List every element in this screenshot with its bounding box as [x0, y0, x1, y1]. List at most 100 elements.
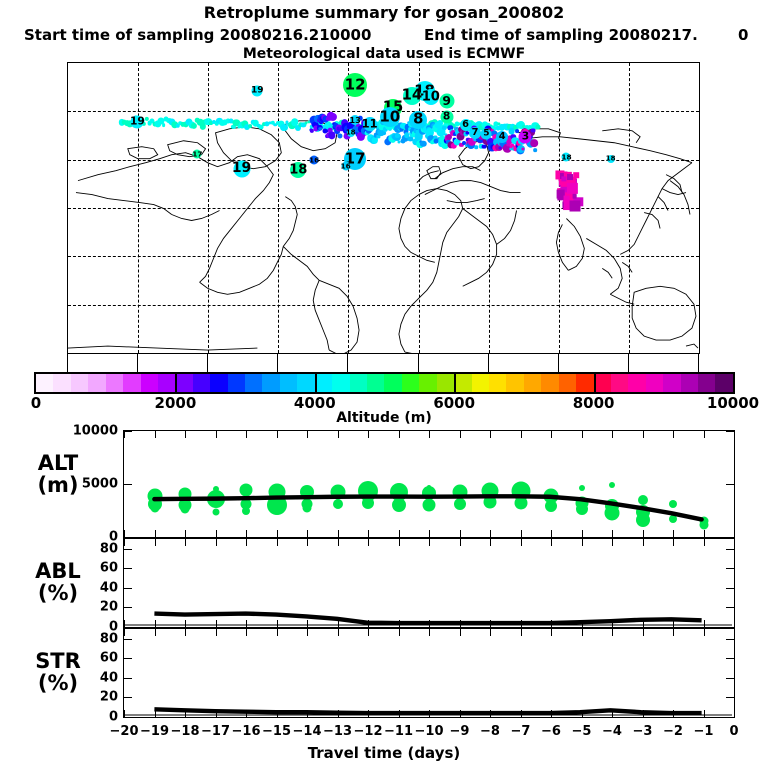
- plume-dot: [376, 134, 380, 139]
- plume-dot: [397, 140, 401, 144]
- colorbar-upper-tick: [417, 354, 419, 372]
- colorbar-swatch: [105, 374, 124, 392]
- alt-bubble: [240, 498, 252, 510]
- plume-dot: [309, 129, 314, 134]
- world-map-panel[interactable]: 1919181918151717161214109108811136754318…: [67, 62, 700, 354]
- alt-bubble: [635, 513, 650, 528]
- plume-dot: [371, 137, 379, 144]
- x-tick: [520, 539, 522, 546]
- x-tick: [154, 620, 156, 627]
- alt-plot-panel[interactable]: 0 5000 10000: [73, 424, 735, 545]
- colorbar-upper-tick: [67, 354, 68, 372]
- y-tick-label: 80: [99, 541, 118, 557]
- plume-dot: [309, 124, 314, 130]
- plume-dot: [511, 137, 519, 145]
- x-tick: [124, 620, 125, 627]
- plume-dot: [441, 125, 447, 131]
- x-axis-tick-label: −6: [541, 724, 561, 739]
- plume-dot: [294, 125, 301, 132]
- plume-dot: [420, 140, 427, 147]
- plume-day-marker: [606, 154, 615, 163]
- x-tick: [703, 620, 705, 627]
- x-tick: [246, 620, 247, 627]
- plume-dot: [436, 127, 446, 137]
- colorbar-swatch: [541, 374, 559, 392]
- x-tick: [276, 539, 278, 546]
- x-tick: [490, 539, 491, 546]
- plume-dot: [307, 120, 311, 124]
- release-point-marker: [569, 200, 581, 212]
- y-tick: [124, 677, 132, 679]
- plume-day-label: 19: [129, 115, 145, 129]
- plume-dot: [178, 121, 183, 126]
- x-tick: [215, 539, 217, 546]
- plume-dot: [523, 124, 530, 131]
- x-tick: [307, 620, 308, 627]
- y-tick: [124, 568, 132, 570]
- plume-dot: [170, 121, 179, 129]
- plume-dot: [313, 125, 319, 132]
- page-title: Retroplume summary for gosan_200802: [203, 3, 565, 22]
- y-tick-label: 0: [108, 529, 118, 545]
- plume-dot: [414, 132, 424, 141]
- x-tick: [673, 431, 674, 438]
- alt-mean-line: [152, 494, 704, 522]
- colorbar-swatch: [471, 374, 489, 392]
- x-tick: [368, 530, 369, 537]
- x-axis-tick-label: −1: [693, 724, 714, 739]
- x-tick: [124, 530, 125, 537]
- colorbar-swatch: [436, 374, 455, 392]
- map-gridline-lat: [68, 159, 699, 161]
- plume-dot: [377, 128, 385, 137]
- plume-day-marker: [233, 160, 251, 178]
- plume-day-marker: [350, 114, 361, 125]
- y-tick: [726, 587, 734, 589]
- release-point-marker: [556, 189, 565, 199]
- plume-dot: [474, 145, 478, 149]
- plume-day-label: 19: [231, 159, 252, 176]
- plume-dot: [486, 137, 495, 146]
- x-tick: [429, 539, 430, 546]
- x-tick: [612, 530, 613, 537]
- x-axis-tick-label: −13: [323, 724, 352, 739]
- colorbar-upper-tick: [207, 354, 209, 372]
- plume-day-marker: [346, 129, 355, 138]
- x-tick: [673, 629, 674, 636]
- abl-plot-panel[interactable]: 0 20 40 60 80: [100, 538, 735, 635]
- abl-label-line2: (%): [37, 581, 79, 606]
- release-point-marker: [563, 195, 571, 203]
- plume-dot: [352, 125, 360, 133]
- colorbar-swatch: [419, 374, 437, 392]
- x-tick: [398, 539, 400, 546]
- x-tick: [703, 629, 705, 636]
- plume-dot: [462, 141, 466, 146]
- colorbar-upper-tick: [277, 354, 279, 372]
- colorbar-swatch: [245, 374, 263, 392]
- plume-dot: [415, 129, 421, 134]
- alt-bubble: [332, 499, 343, 510]
- release-point-marker: [560, 184, 568, 193]
- str-line: [124, 707, 733, 716]
- x-axis-tick-label: −4: [602, 724, 622, 739]
- x-tick: [124, 431, 125, 438]
- plume-dot: [413, 127, 419, 134]
- plume-dot: [467, 137, 476, 147]
- x-tick: [337, 629, 339, 636]
- x-tick: [337, 530, 339, 537]
- plume-dot: [219, 119, 226, 126]
- x-tick: [337, 431, 339, 438]
- x-tick: [612, 431, 613, 438]
- plume-day-label: 18: [289, 162, 308, 178]
- alt-bubble: [427, 484, 431, 489]
- alt-bubble: [604, 505, 620, 521]
- plume-dot: [318, 127, 323, 131]
- plume-day-marker: [341, 161, 351, 171]
- y-tick-label: 0: [108, 619, 118, 635]
- plume-day-marker: [251, 85, 263, 97]
- str-plot-panel[interactable]: 0 20 40 60 80: [100, 628, 735, 725]
- colorbar-swatch: [279, 374, 298, 392]
- plume-dot: [209, 120, 214, 125]
- colorbar-swatch: [401, 374, 420, 392]
- plume-dot: [493, 120, 499, 127]
- plume-dot: [199, 123, 206, 130]
